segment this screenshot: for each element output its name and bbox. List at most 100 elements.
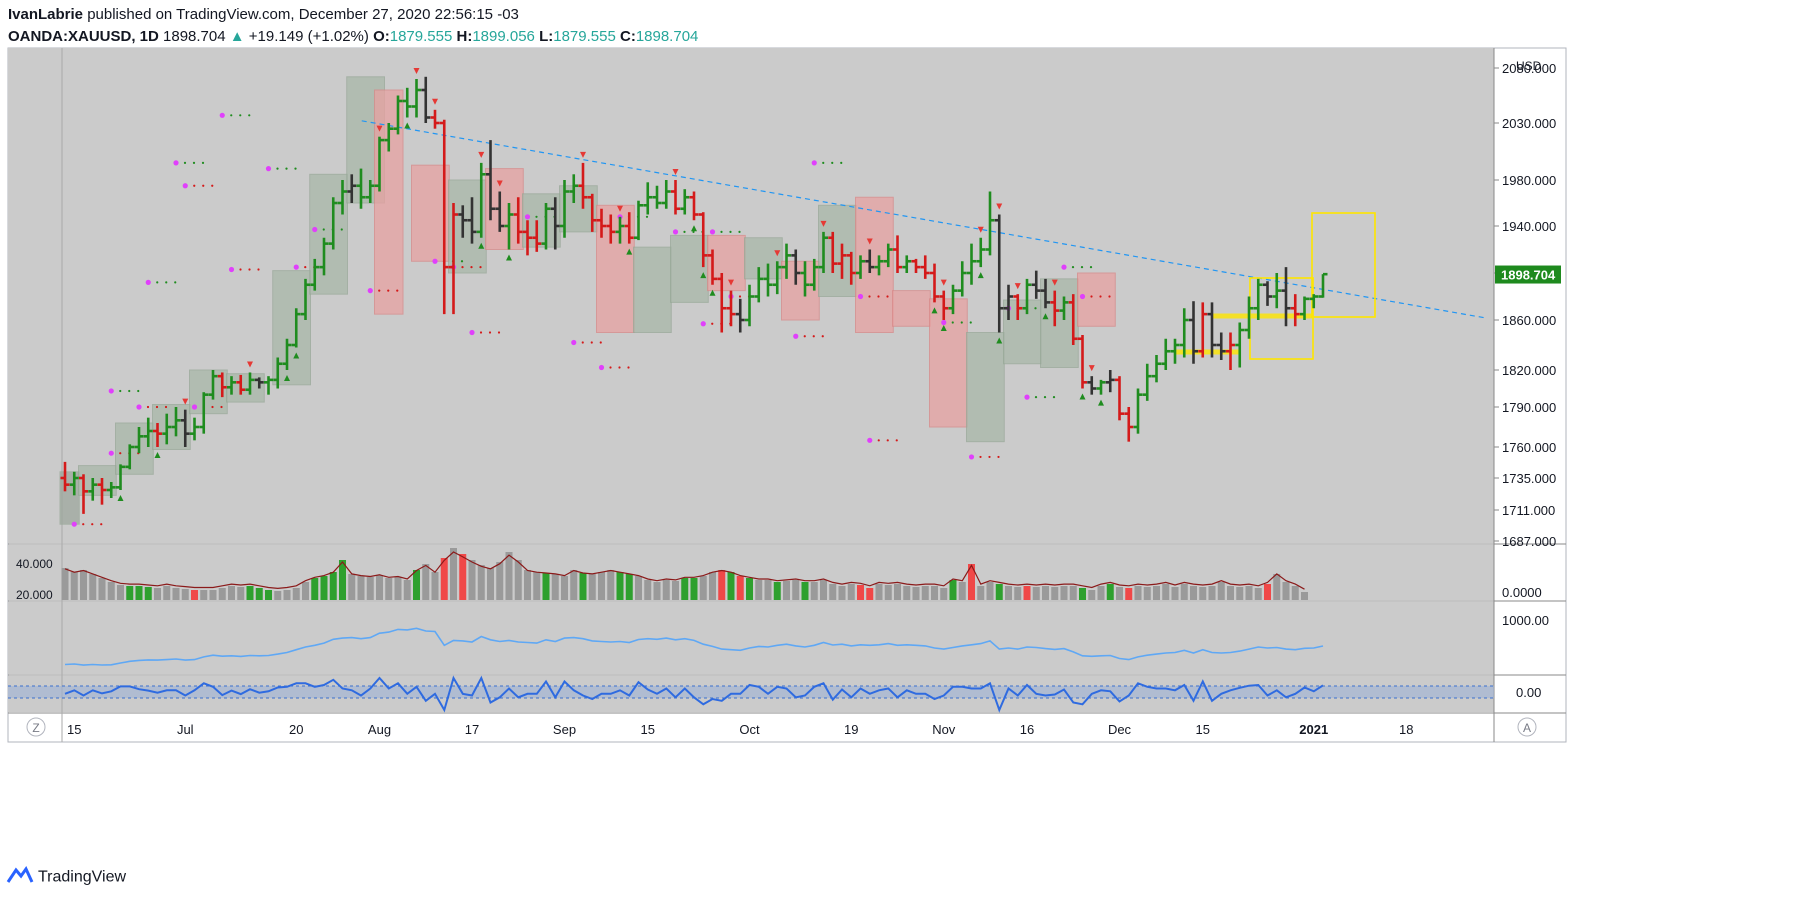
volume-bar — [1171, 587, 1179, 600]
level-dot — [590, 341, 593, 344]
ohlc-bar — [301, 278, 310, 320]
ohlc-bar — [1244, 296, 1254, 339]
ohlc-bar — [153, 423, 162, 447]
volume-bar — [857, 585, 864, 600]
volume-bar — [579, 573, 587, 600]
ohlc-bar — [60, 461, 70, 492]
volume-bar — [126, 586, 134, 600]
ohlc-bar — [116, 464, 125, 490]
auto-scale-button[interactable] — [1517, 717, 1537, 737]
ohlc-bar — [680, 189, 690, 215]
level-dot — [868, 295, 871, 298]
volume-bar — [968, 564, 975, 600]
volume-bar — [135, 586, 143, 600]
ohlc-bar — [957, 261, 967, 297]
volume-bar — [847, 584, 855, 600]
level-marker-dot — [219, 112, 225, 118]
volume-bar — [662, 580, 670, 600]
low-value: 1879.555 — [553, 28, 616, 45]
volume-bar — [829, 584, 837, 600]
volume-bar — [1217, 582, 1225, 600]
ohlc-bar — [1050, 290, 1060, 327]
ohlc-bar — [976, 237, 986, 268]
volume-bar — [1125, 588, 1133, 600]
sell-signal-icon — [866, 238, 873, 245]
volume-bar — [154, 588, 161, 600]
ohlc-bar — [291, 308, 301, 348]
level-dot — [202, 184, 205, 187]
ohlc-bar — [708, 249, 717, 285]
ohlc-bar — [911, 258, 921, 273]
level-dot — [460, 260, 464, 263]
volume-bar — [681, 578, 689, 600]
ohlc-bar — [97, 478, 107, 505]
currency-label: USD — [1516, 59, 1542, 73]
volume-bar — [1236, 587, 1244, 600]
ohlc-bar — [735, 298, 745, 333]
ohlc-bar — [319, 237, 329, 276]
volume-bar — [783, 581, 790, 600]
zoom-reset-button[interactable] — [26, 717, 46, 737]
buy-signal-icon — [1079, 393, 1086, 400]
volume-bar — [117, 585, 124, 600]
ohlc-bar — [227, 376, 236, 395]
level-dot — [239, 114, 242, 117]
level-dot — [683, 230, 686, 233]
volume-bar — [949, 580, 957, 600]
ohlc-bar — [819, 231, 828, 273]
volume-bar — [607, 570, 615, 600]
ohlc-bar — [143, 417, 153, 447]
time-axis-label: 15 — [641, 722, 655, 737]
ohlc-bar — [236, 374, 246, 395]
volume-bar — [163, 586, 171, 600]
author-name[interactable]: IvanLabrie — [8, 6, 84, 23]
ohlc-bar — [1226, 332, 1235, 370]
ohlc-bar — [939, 290, 949, 320]
volume-bar — [265, 590, 272, 600]
volume-bar — [1042, 586, 1049, 600]
ohlc-bar — [458, 205, 468, 238]
volume-bar — [727, 572, 735, 600]
buy-signal-icon — [506, 254, 512, 261]
ohlc-bar — [245, 372, 255, 395]
time-axis-label: 16 — [1020, 722, 1034, 737]
time-axis-label: 15 — [67, 722, 81, 737]
ohlc-bar — [883, 243, 893, 268]
ohlc-bar — [1300, 296, 1309, 320]
level-dot — [322, 228, 325, 231]
ohlc-bar — [1013, 294, 1023, 320]
volume-bar — [413, 570, 420, 600]
level-dot — [294, 167, 297, 170]
symbol-name[interactable]: OANDA:XAUUSD, 1D — [8, 28, 159, 45]
volume-bar — [505, 552, 513, 600]
ohlc-bar — [1170, 338, 1180, 364]
volume-bar — [200, 590, 208, 600]
level-dot — [248, 268, 251, 271]
volume-bar — [820, 580, 827, 600]
ohlc-bar — [597, 208, 606, 238]
volume-bar — [894, 584, 901, 600]
level-dot — [378, 289, 381, 292]
level-dot — [285, 167, 288, 170]
volume-bar — [746, 578, 753, 600]
ohlc-bar — [347, 174, 357, 203]
sell-signal-icon — [672, 169, 679, 175]
volume-bar — [551, 574, 559, 600]
level-dot — [165, 281, 168, 284]
sell-signal-icon — [580, 151, 586, 158]
ohlc-bar — [800, 261, 810, 297]
time-axis-label: 19 — [844, 722, 858, 737]
volume-bar — [1051, 587, 1059, 600]
sell-signal-icon — [996, 203, 1003, 210]
ohlc-bar — [504, 203, 514, 250]
ohlc-bar — [634, 200, 643, 241]
footer-brand[interactable]: TradingView — [6, 866, 126, 889]
volume-bar — [1079, 588, 1086, 600]
ohlc-bar — [375, 136, 384, 192]
level-marker-dot — [182, 183, 188, 189]
ohlc-bar — [162, 413, 172, 445]
level-marker-dot — [700, 321, 706, 327]
level-dot — [1090, 295, 1093, 298]
level-dot — [1099, 295, 1102, 298]
